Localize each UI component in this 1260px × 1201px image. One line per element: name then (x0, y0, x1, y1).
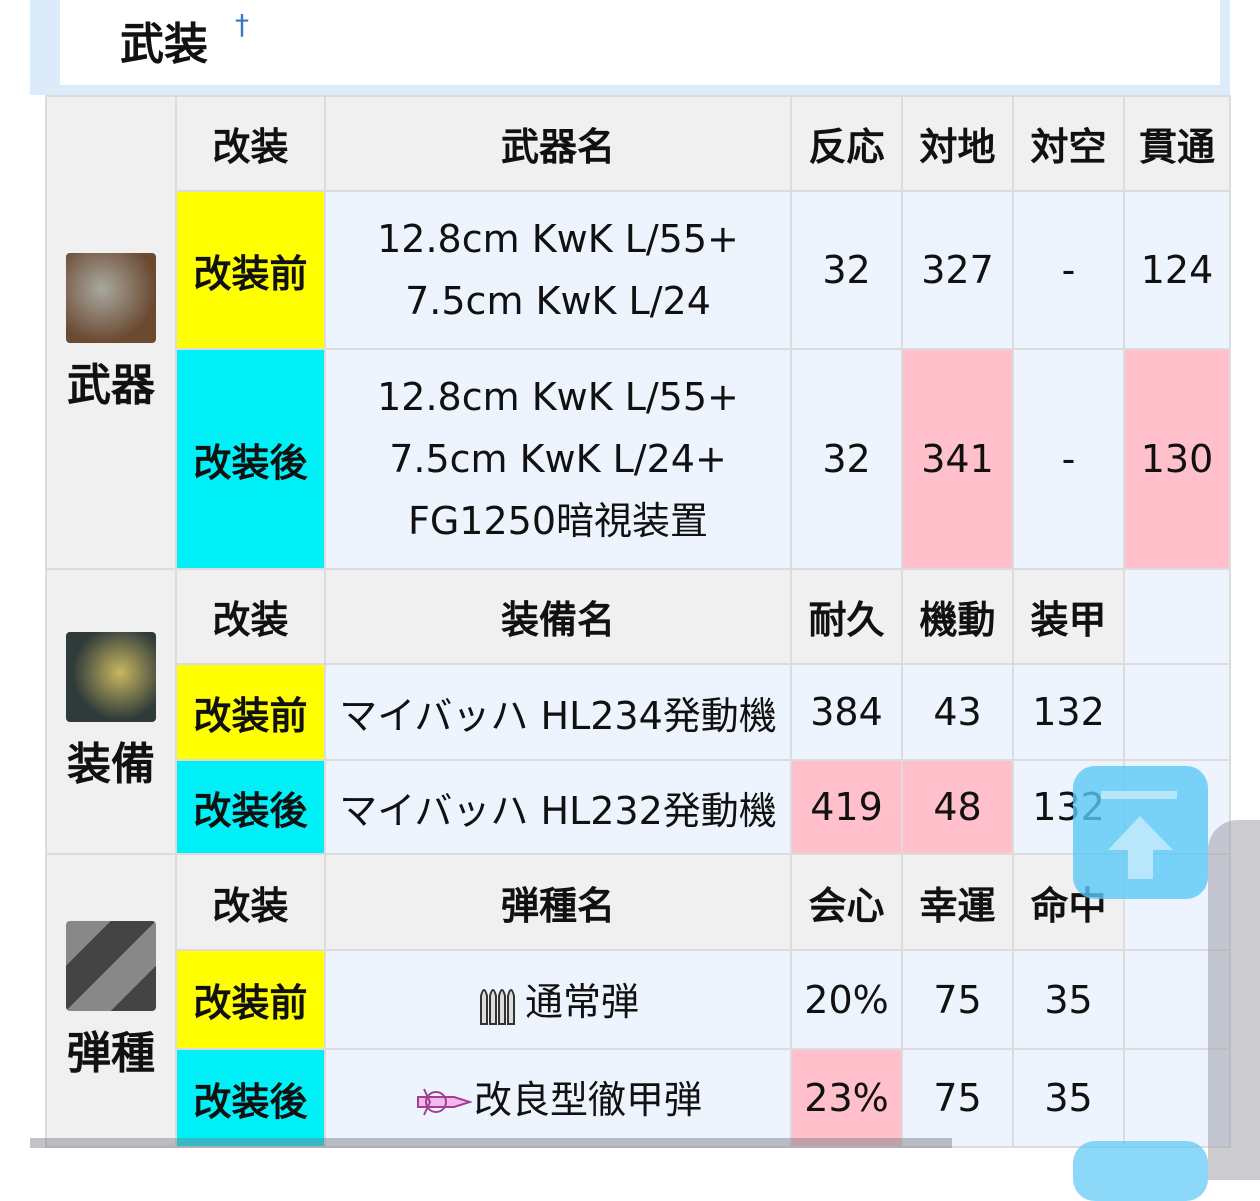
header-weapon-name: 武器名 (324, 95, 792, 192)
header-mobility: 機動 (901, 568, 1014, 665)
ammo-name-cell: 通常弾 (324, 949, 792, 1050)
anchor-link[interactable]: † (235, 8, 249, 41)
header-penetration: 貫通 (1123, 95, 1231, 192)
table-row: 改装後 改良型徹甲弾 23% 75 35 (46, 1048, 1231, 1148)
stage-after: 改装後 (175, 1048, 326, 1148)
header-equipment-name: 装備名 (324, 568, 792, 665)
header-stage: 改装 (175, 95, 326, 192)
durability-value: 384 (790, 663, 903, 761)
table-row: 改装後 12.8cm KwK L/55+ 7.5cm KwK L/24+ FG125… (46, 348, 1231, 570)
mobility-value: 48 (901, 759, 1014, 855)
equipment-side-cell: 装備 (45, 568, 177, 855)
arrow-up-icon (1101, 791, 1177, 879)
luck-value: 75 (901, 949, 1014, 1050)
table-row: 改装前 マイバッハ HL234発動機 384 43 132 (46, 663, 1231, 761)
ammo-label: 弾種 (67, 1027, 155, 1079)
section-header: 武装 † (30, 0, 1230, 95)
penetration-value: 130 (1123, 348, 1231, 570)
armor-value: 132 (1012, 663, 1125, 761)
header-stage: 改装 (175, 568, 326, 665)
engine-icon (66, 631, 156, 722)
header-anti-ground: 対地 (901, 95, 1014, 192)
stage-before: 改装前 (175, 190, 326, 350)
ammo-icon (66, 920, 156, 1011)
section-title: 武装 (120, 19, 208, 70)
anti-air-value: - (1012, 190, 1125, 350)
header-anti-air: 対空 (1012, 95, 1125, 192)
stage-before: 改装前 (175, 663, 326, 761)
armament-table: 武器 改装 武器名 反応 対地 対空 貫通 改装前 12.8cm KwK L/5… (45, 95, 1231, 1148)
stage-before: 改装前 (175, 949, 326, 1050)
vertical-scrollbar[interactable] (1208, 820, 1260, 1180)
ammo-side-cell: 弾種 (45, 853, 177, 1148)
weapon-name: 12.8cm KwK L/55+ 7.5cm KwK L/24+ FG1250暗視装… (324, 348, 792, 570)
penetration-value: 124 (1123, 190, 1231, 350)
header-luck: 幸運 (901, 853, 1014, 951)
equipment-label: 装備 (67, 738, 155, 790)
header-stage: 改装 (175, 853, 326, 951)
accuracy-value: 35 (1012, 949, 1125, 1050)
stage-after: 改装後 (175, 759, 326, 855)
mobility-value: 43 (901, 663, 1014, 761)
header-ammo-name: 弾種名 (324, 853, 792, 951)
horizontal-scrollbar[interactable] (30, 1138, 952, 1148)
table-row: 改装前 通常弾 20% 75 35 (46, 949, 1231, 1050)
ammo-name: 改良型徹甲弾 (473, 1077, 702, 1122)
ammo-name: 通常弾 (524, 980, 639, 1025)
table-row: 改装前 12.8cm KwK L/55+ 7.5cm KwK L/24 32 32… (46, 190, 1231, 350)
reaction-value: 32 (790, 348, 903, 570)
header-durability: 耐久 (790, 568, 903, 665)
weapon-name: 12.8cm KwK L/55+ 7.5cm KwK L/24 (324, 190, 792, 350)
equipment-name: マイバッハ HL232発動機 (324, 759, 792, 855)
ammo-name-cell: 改良型徹甲弾 (324, 1048, 792, 1148)
critical-value: 20% (790, 949, 903, 1050)
critical-value: 23% (790, 1048, 903, 1148)
empty-cell (1123, 663, 1231, 761)
header-critical: 会心 (790, 853, 903, 951)
armor-piercing-icon (416, 1088, 472, 1116)
weapon-label: 武器 (67, 359, 155, 411)
empty-cell (1123, 568, 1231, 665)
weapon-side-cell: 武器 (45, 95, 177, 570)
scroll-to-top-button-secondary[interactable] (1073, 1141, 1208, 1201)
durability-value: 419 (790, 759, 903, 855)
stage-after: 改装後 (175, 348, 326, 570)
accuracy-value: 35 (1012, 1048, 1125, 1148)
anti-ground-value: 327 (901, 190, 1014, 350)
section-header-inner: 武装 † (60, 0, 1220, 85)
reaction-value: 32 (790, 190, 903, 350)
scroll-to-top-button[interactable] (1073, 766, 1208, 899)
table-row: 改装後 マイバッハ HL232発動機 419 48 132 (46, 759, 1231, 855)
header-armor: 装甲 (1012, 568, 1125, 665)
header-reaction: 反応 (790, 95, 903, 192)
luck-value: 75 (901, 1048, 1014, 1148)
anti-ground-value: 341 (901, 348, 1014, 570)
anti-air-value: - (1012, 348, 1125, 570)
equipment-name: マイバッハ HL234発動機 (324, 663, 792, 761)
bullets-icon (479, 988, 515, 1025)
weapon-icon (66, 252, 156, 343)
